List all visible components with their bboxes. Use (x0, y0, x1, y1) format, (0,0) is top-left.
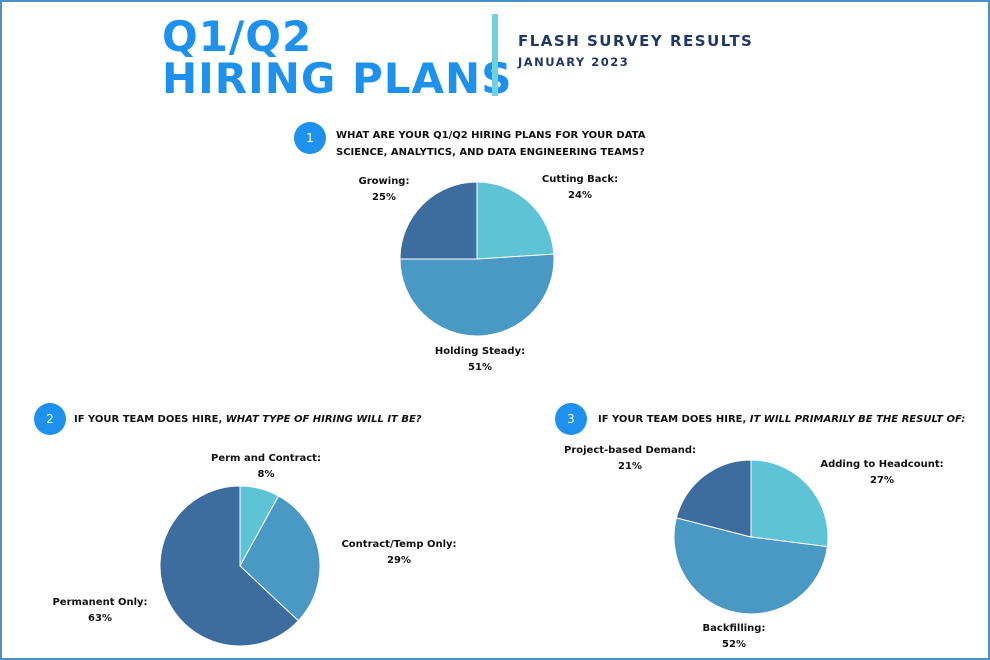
pie2-slice-2 (159, 485, 300, 647)
pie1-label-cutting-back-pct: 24% (568, 190, 592, 201)
pie2-label-perm-and-contract: Perm and Contract: 8% (196, 451, 336, 483)
pie2-label-contract-temp: Contract/Temp Only: 29% (334, 537, 464, 569)
pie2-label-permanent-only-name: Permanent Only: (52, 597, 148, 608)
pie1-label-holding-steady-name: Holding Steady: (434, 346, 526, 357)
pie2-slice-1 (239, 495, 321, 622)
question-3-emphasis: IT WILL PRIMARILY BE THE RESULT OF: (749, 414, 966, 425)
pie1-label-growing: Growing: 25% (344, 174, 424, 206)
pie1-label-cutting-back-name: Cutting Back: (541, 174, 619, 185)
pie2-label-contract-temp-pct: 29% (387, 555, 411, 566)
pie1-slice-1 (399, 253, 555, 337)
pie3-slice-1 (673, 517, 828, 615)
question-1-line-1: WHAT ARE YOUR Q1/Q2 HIRING PLANS FOR YOU… (336, 130, 646, 141)
pie1-label-cutting-back: Cutting Back: 24% (530, 172, 630, 204)
title-line-1: Q1/Q2 (162, 12, 313, 61)
pie1-slice-2 (399, 181, 478, 260)
pie3-label-backfilling-pct: 52% (722, 639, 746, 650)
pie2-label-perm-and-contract-name: Perm and Contract: (211, 453, 321, 464)
pie3-label-project-based: Project-based Demand: 21% (560, 443, 700, 475)
header-divider (492, 14, 498, 96)
pie1-label-holding-steady: Holding Steady: 51% (420, 344, 540, 376)
pie3-label-project-based-pct: 21% (618, 461, 642, 472)
pie3-label-project-based-name: Project-based Demand: (563, 445, 696, 456)
question-1-text: WHAT ARE YOUR Q1/Q2 HIRING PLANS FOR YOU… (336, 127, 645, 161)
question-3-text: IF YOUR TEAM DOES HIRE, IT WILL PRIMARIL… (598, 411, 965, 428)
pie2-label-permanent-only: Permanent Only: 63% (40, 595, 160, 627)
question-2-emphasis: WHAT TYPE OF HIRING WILL IT BE? (225, 414, 422, 425)
pie3-label-adding-headcount-name: Adding to Headcount: (820, 459, 944, 470)
header-date: JANUARY 2023 (518, 55, 630, 69)
question-2-text: IF YOUR TEAM DOES HIRE, WHAT TYPE OF HIR… (74, 411, 422, 428)
pie2-label-contract-temp-name: Contract/Temp Only: (341, 539, 457, 550)
pie3-label-adding-headcount: Adding to Headcount: 27% (812, 457, 952, 489)
question-2-prefix: IF YOUR TEAM DOES HIRE, (74, 414, 226, 425)
pie3-label-backfilling-name: Backfilling: (702, 623, 766, 634)
pie3-label-adding-headcount-pct: 27% (870, 475, 894, 486)
pie3-slice-0 (750, 459, 829, 548)
title-line-2: HIRING PLANS (162, 54, 513, 103)
question-3-badge: 3 (555, 403, 587, 435)
pie2-label-permanent-only-pct: 63% (88, 613, 112, 624)
pie3-slice-2 (675, 459, 752, 538)
pie1-slice-0 (476, 181, 555, 260)
pie3-label-backfilling: Backfilling: 52% (684, 621, 784, 653)
question-2-badge: 2 (34, 403, 66, 435)
question-1-line-2: SCIENCE, ANALYTICS, AND DATA ENGINEERING… (336, 147, 645, 158)
pie1-label-growing-pct: 25% (372, 192, 396, 203)
header-subtitle: FLASH SURVEY RESULTS (518, 32, 754, 50)
pie1-label-growing-name: Growing: (358, 176, 410, 187)
question-1-badge: 1 (294, 122, 326, 154)
question-3-prefix: IF YOUR TEAM DOES HIRE, (598, 414, 750, 425)
pie2-label-perm-and-contract-pct: 8% (257, 469, 275, 480)
pie1-label-holding-steady-pct: 51% (468, 362, 492, 373)
